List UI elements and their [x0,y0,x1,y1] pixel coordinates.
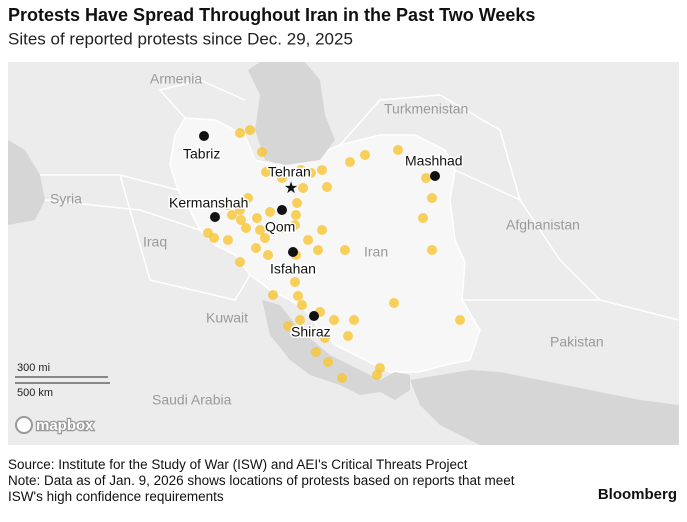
caspian-sea [248,62,335,165]
protest-site [243,193,253,203]
country-label: Pakistan [550,334,604,350]
protest-site [343,331,353,341]
protest-site [372,370,382,380]
protest-site [295,315,305,325]
protest-site [298,183,308,193]
map-figure: Protests Have Spread Throughout Iran in … [8,5,680,445]
protest-site [340,245,350,255]
protest-site [278,223,288,233]
scale-label: 500 km [17,387,53,399]
protest-site [427,245,437,255]
protest-site [265,207,275,217]
scale-bar: 300 mi 500 km [15,362,110,399]
protest-site [306,168,316,178]
protest-site [455,315,465,325]
protest-site [313,245,323,255]
protest-site [297,300,307,310]
protest-site [277,173,287,183]
protest-site [349,315,359,325]
city-label: Kermanshah [169,195,248,211]
subtitle: Sites of reported protests since Dec. 29… [8,29,353,48]
city-label: Tehran [268,164,311,180]
protest-site [236,215,246,225]
scale-label: 300 mi [17,362,50,374]
city-label: Qom [265,219,295,235]
city-dot [309,311,319,321]
city-label: Mashhad [405,153,463,169]
protest-site [421,173,431,183]
protest-site [311,347,321,357]
persian-gulf [262,300,410,400]
protest-site [241,223,251,233]
protest-site [320,333,330,343]
protest-site [268,290,278,300]
city-dot [288,247,298,257]
protest-site [317,225,327,235]
attribution: mapbox [15,416,95,435]
protest-site [235,257,245,267]
protest-site [291,210,301,220]
country-label: Turkmenistan [384,101,468,117]
protest-site [260,233,270,243]
protest-site [245,125,255,135]
protest-site [283,321,293,331]
protest-site [290,277,300,287]
protest-site [235,205,245,215]
protest-site [227,210,237,220]
country-label: Afghanistan [506,217,580,233]
protest-site [418,213,428,223]
protest-site [257,147,267,157]
country-label: Kuwait [206,310,248,326]
protest-site [252,213,262,223]
city-label: Shiraz [291,324,331,340]
protest-site [290,220,300,230]
borders [40,79,680,321]
protest-site [317,165,327,175]
protest-site [296,165,306,175]
city-dot [430,171,440,181]
country-label: Syria [50,191,82,207]
protest-site [389,298,399,308]
protest-site [223,200,233,210]
mediterranean [8,140,45,225]
footer: Source: Institute for the Study of War (… [8,457,548,505]
city-dot [210,212,220,222]
protest-site [360,150,370,160]
protest-site [393,145,403,155]
capital-star: ★ [284,180,298,197]
country-label: Iraq [143,234,167,250]
protest-site [329,315,339,325]
protest-site [292,198,302,208]
protest-site [261,167,271,177]
protest-site [283,265,293,275]
protest-site [337,373,347,383]
protest-site [293,291,303,301]
city-dot [277,205,287,215]
source: Source: Institute for the Study of War (… [8,457,468,472]
country-label: Iran [364,244,388,260]
mapbox-logo: mapbox [36,417,94,434]
city-dot [199,131,209,141]
protest-site [322,182,332,192]
note: Note: Data as of Jan. 9, 2026 shows loca… [8,473,515,504]
city-label: Tabriz [183,146,220,162]
protest-site [209,233,219,243]
protest-site [323,357,333,367]
country-label: Armenia [150,71,202,87]
protest-site [235,128,245,138]
city-label: Isfahan [270,261,316,277]
protest-site [255,225,265,235]
protest-site [223,235,233,245]
protest-site [427,193,437,203]
protest-site [345,157,355,167]
protest-site [251,243,261,253]
brand: Bloomberg [597,486,677,503]
country-label: Saudi Arabia [152,392,232,408]
protest-site [263,250,273,260]
arabian-sea [410,370,679,445]
protest-site [303,235,313,245]
title: Protests Have Spread Throughout Iran in … [8,5,535,25]
